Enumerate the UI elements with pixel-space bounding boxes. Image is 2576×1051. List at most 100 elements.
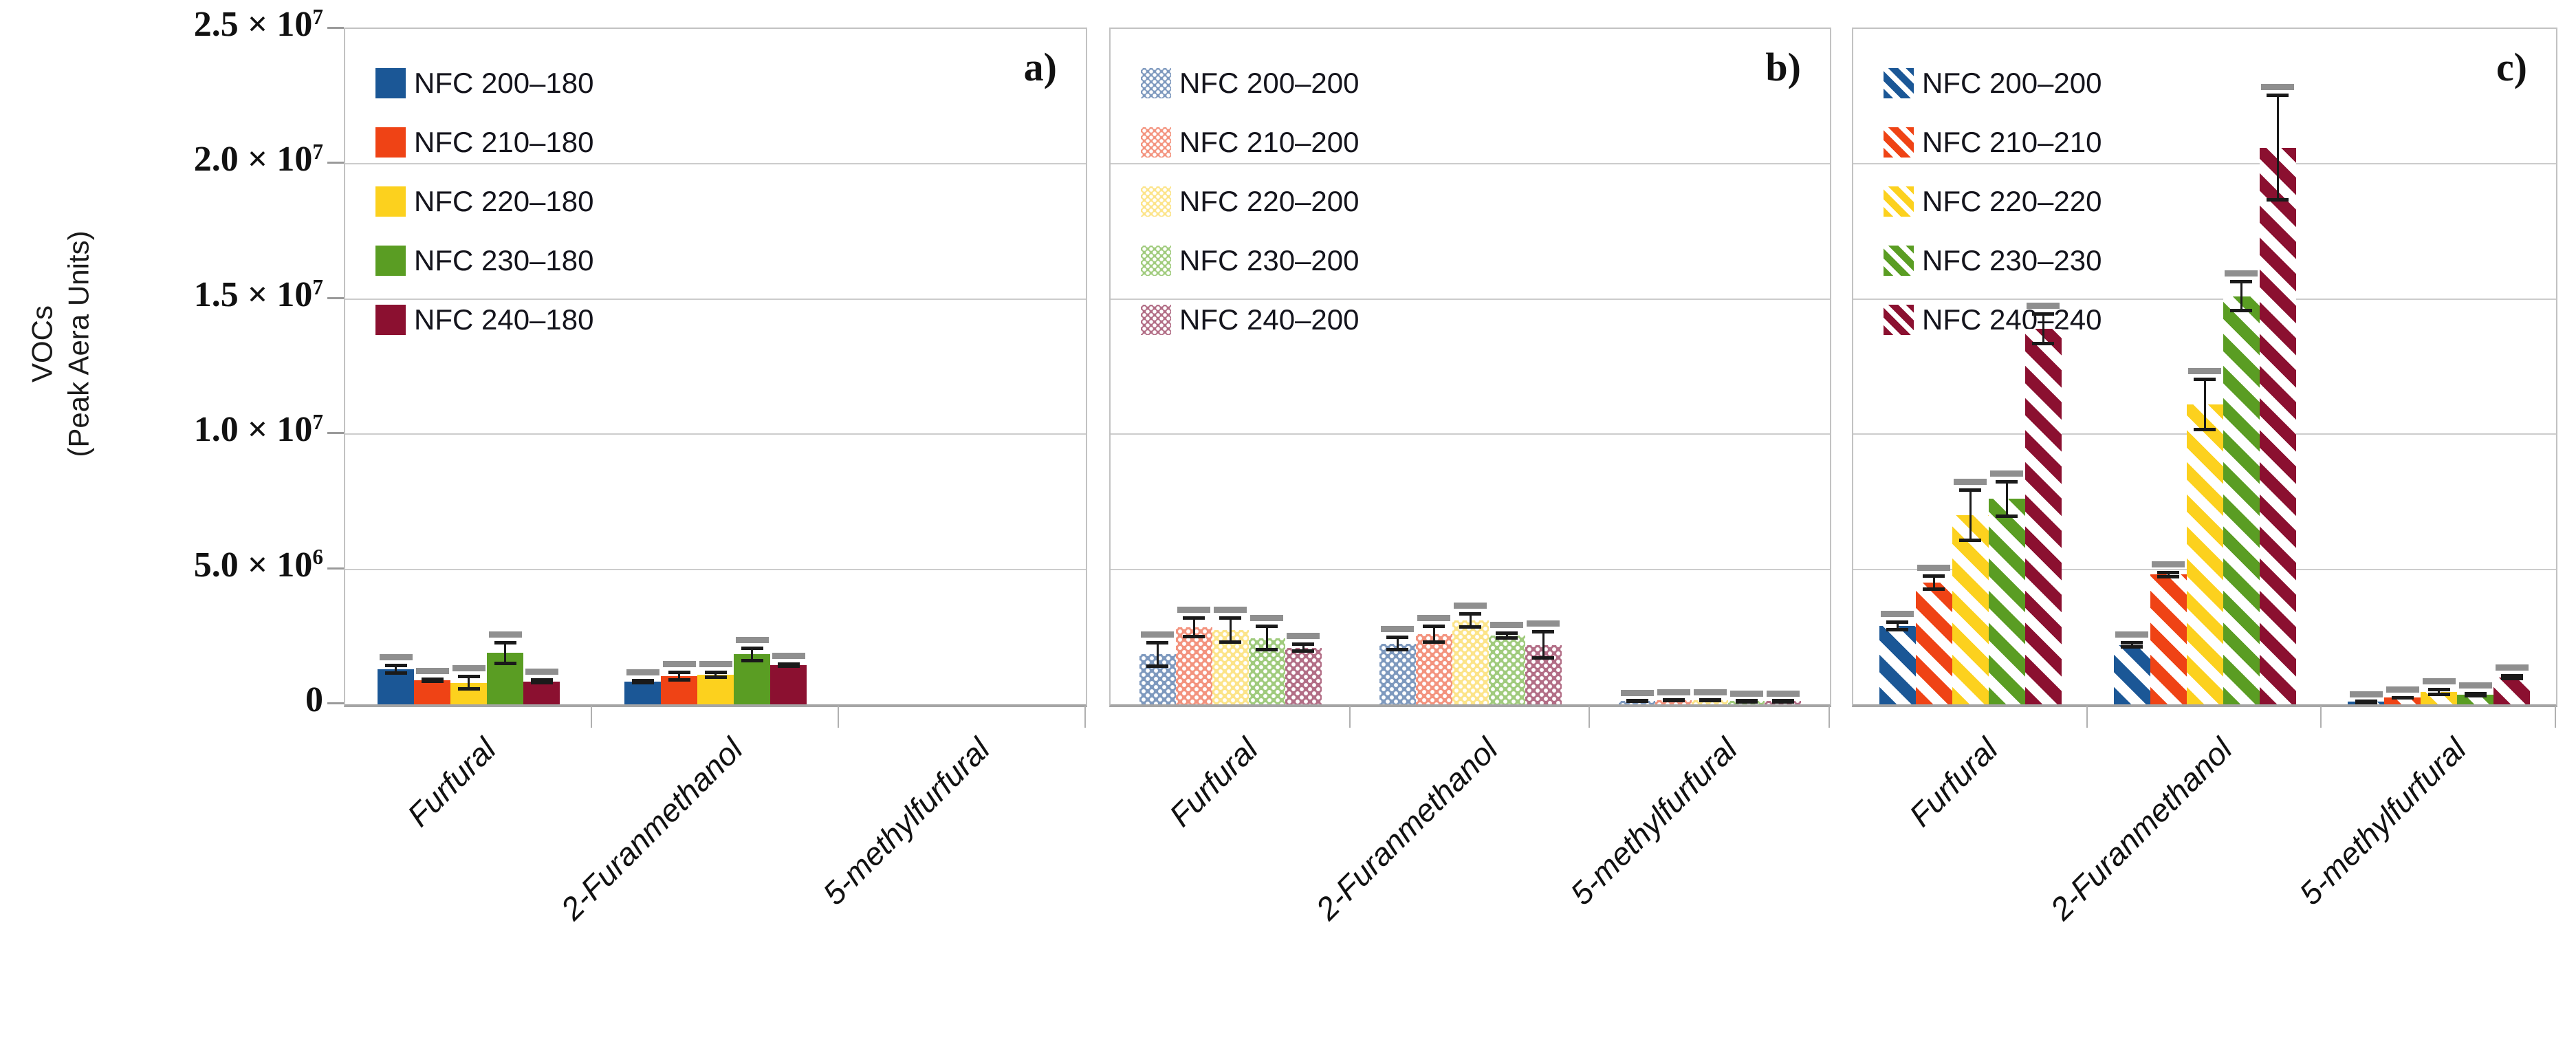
x-axis-tick-mark — [1084, 706, 1086, 728]
error-bar — [2493, 664, 2530, 681]
error-bar-gray-cap — [2349, 691, 2383, 697]
error-bar-line — [1229, 616, 1232, 644]
error-bar-gray-cap — [1766, 690, 1800, 697]
error-bar-bottom-cap — [2267, 198, 2289, 202]
error-bar-gray-cap — [525, 668, 558, 675]
x-category-label: Furfural — [400, 730, 503, 834]
legend-item: NFC 220–220 — [1884, 172, 2102, 231]
error-bar-bottom-cap — [741, 659, 763, 663]
error-bar-top-cap — [2194, 377, 2216, 381]
error-bar-gray-cap — [735, 636, 769, 643]
bar — [697, 674, 734, 704]
error-bar — [1176, 607, 1212, 638]
legend-swatch-icon — [1884, 68, 1914, 98]
error-bar — [1285, 632, 1322, 653]
bar — [2493, 677, 2531, 704]
bar — [1175, 627, 1212, 704]
error-bar — [1692, 689, 1728, 702]
error-bar-gray-cap — [452, 664, 485, 671]
legend-label: NFC 230–200 — [1179, 244, 1360, 277]
error-bar — [770, 653, 807, 668]
y-tick-exponent: 7 — [312, 140, 323, 164]
error-bar-top-cap — [2230, 280, 2252, 284]
legend-swatch-icon — [1884, 305, 1914, 335]
bar — [734, 654, 770, 704]
error-bar-gray-cap — [626, 669, 659, 675]
error-bar — [2223, 270, 2260, 313]
error-bar-bottom-cap — [2032, 341, 2055, 345]
error-bar — [2150, 561, 2187, 579]
x-axis-tick-mark — [2086, 706, 2088, 728]
error-bar-gray-cap — [662, 660, 696, 667]
error-bar-bottom-cap — [2194, 428, 2216, 432]
bar — [1988, 499, 2025, 704]
error-bar-gray-cap — [1881, 611, 1914, 618]
gridline — [345, 433, 1086, 435]
error-bar-gray-cap — [2188, 367, 2221, 374]
bar — [414, 680, 450, 704]
y-tick-label: 1.5 × 107 — [193, 274, 323, 314]
error-bar-bottom-cap — [494, 662, 516, 666]
error-bar-line — [1896, 620, 1899, 631]
legend-swatch-icon — [1884, 127, 1914, 158]
error-bar-gray-cap — [2027, 303, 2060, 310]
error-bar — [450, 664, 487, 691]
error-bar-top-cap — [704, 670, 727, 674]
error-bar-top-cap — [1219, 616, 1242, 620]
legend-item: NFC 230–180 — [375, 231, 594, 290]
error-bar-line — [1505, 631, 1508, 640]
legend-item: NFC 240–240 — [1884, 290, 2102, 349]
legend: NFC 200–180 NFC 210–180 NFC 220–180 NFC 230… — [375, 54, 594, 349]
error-bar-gray-cap — [1527, 620, 1560, 627]
error-bar-bottom-cap — [2427, 693, 2450, 697]
error-bar-gray-cap — [1620, 690, 1654, 697]
y-tick-exponent: 7 — [312, 274, 323, 299]
error-bar-gray-cap — [2115, 631, 2148, 638]
x-axis-tick-mark — [838, 706, 839, 728]
error-bar-top-cap — [1923, 574, 1945, 578]
error-bar — [2348, 691, 2384, 704]
y-tick-exponent: 6 — [312, 545, 323, 570]
bar — [2024, 329, 2062, 704]
error-bar-gray-cap — [415, 667, 449, 674]
x-category-label: 5-methylfurfural — [1563, 730, 1745, 912]
error-bar-top-cap — [2500, 674, 2523, 678]
error-bar-gray-cap — [772, 653, 805, 660]
y-axis-tick-mark — [327, 567, 344, 570]
error-bar-bottom-cap — [530, 681, 553, 685]
error-bar-bottom-cap — [1626, 699, 1648, 703]
error-bar — [661, 660, 697, 682]
x-category-label: 5-methylfurfural — [816, 730, 996, 912]
bar — [378, 669, 414, 704]
error-bar-top-cap — [1886, 620, 1909, 625]
error-bar-line — [1156, 640, 1159, 668]
error-bar — [1655, 689, 1692, 703]
x-category-label: 2-Furanmethanol — [554, 730, 750, 927]
error-bar-top-cap — [1256, 625, 1278, 629]
bar — [2186, 404, 2223, 704]
error-bar-bottom-cap — [421, 679, 444, 683]
bar — [1879, 626, 1916, 704]
legend-item: NFC 220–180 — [375, 172, 594, 231]
error-bar — [1489, 621, 1525, 640]
error-bar-bottom-cap — [1886, 627, 1909, 631]
error-bar-bottom-cap — [1532, 656, 1554, 660]
error-bar — [2260, 84, 2296, 202]
error-bar-gray-cap — [699, 660, 732, 667]
gridline — [345, 298, 1086, 300]
error-bar-gray-cap — [1177, 607, 1211, 614]
error-bar-bottom-cap — [1423, 640, 1445, 644]
error-bar-gray-cap — [1693, 689, 1727, 695]
error-bar-bottom-cap — [457, 687, 480, 691]
bar — [1379, 643, 1416, 704]
y-tick-label: 2.0 × 107 — [193, 140, 323, 180]
panel-letter: c) — [2496, 45, 2527, 89]
error-bar — [1765, 690, 1801, 704]
legend-label: NFC 200–200 — [1922, 67, 2102, 99]
error-bar-top-cap — [2157, 570, 2179, 574]
gridline — [1111, 568, 1830, 570]
error-bar-line — [2276, 94, 2279, 202]
error-bar — [1952, 478, 1989, 543]
error-bar-top-cap — [384, 664, 407, 668]
gridline — [1111, 298, 1830, 300]
